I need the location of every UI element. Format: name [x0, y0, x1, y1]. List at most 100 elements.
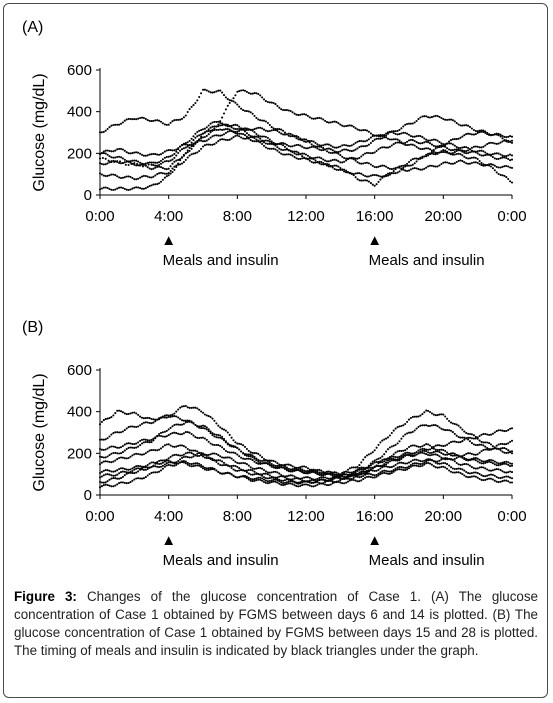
p1-series-1-point — [207, 440, 210, 443]
p0-series-0-point — [413, 139, 416, 143]
p0-series-0-point — [468, 151, 472, 154]
p0-series-3-point — [156, 165, 159, 168]
p0-series-4-point — [373, 184, 376, 187]
p1-series-0-point — [459, 426, 462, 429]
p1-series-3-point — [171, 454, 174, 457]
p1-series-8-point — [509, 476, 512, 479]
p1-series-7-point — [400, 457, 403, 460]
p1-series-3-point — [196, 454, 199, 458]
p1-series-7-point — [274, 466, 277, 470]
p0-series-2-point — [211, 121, 214, 124]
p0-series-2-point — [190, 137, 193, 140]
p0-series-6-point — [432, 165, 435, 168]
p0-series-0-point — [386, 146, 390, 149]
p0-series-4-point — [362, 179, 365, 182]
p1-series-8-point — [470, 472, 473, 475]
p0-series-1-point — [282, 129, 285, 132]
p1-series-5-point — [106, 455, 109, 458]
p1-series-0-point — [438, 413, 441, 416]
p1-series-4-point — [396, 468, 399, 471]
p1-series-2-point — [280, 479, 283, 482]
p1-series-8-point — [196, 452, 199, 455]
p1-series-4-point — [135, 477, 138, 480]
p0-series-2-point — [369, 132, 372, 135]
p1-series-4-point — [129, 481, 132, 484]
p1-series-5-point — [406, 451, 409, 454]
p0-series-1-point — [150, 120, 153, 123]
p1-series-4-point — [316, 483, 319, 486]
p1-series-7-point — [217, 436, 220, 439]
p1-series-7-point — [245, 454, 248, 457]
p1-series-3-point — [268, 474, 271, 477]
p0-series-4-point — [221, 128, 224, 131]
p1-series-8-point — [449, 466, 453, 469]
p1-series-0-point — [385, 437, 388, 440]
p1-series-6-point — [316, 480, 319, 483]
p0-series-1-point — [156, 119, 159, 122]
p1-series-7-point — [236, 446, 239, 449]
p0-series-2-point — [467, 149, 470, 152]
p1-series-7-point — [398, 459, 401, 462]
p1-series-0-point — [110, 416, 113, 419]
p0-series-0-point — [427, 141, 430, 144]
p1-series-5-point — [270, 462, 273, 466]
p1-series-4-point — [200, 464, 203, 467]
p0-series-6-point — [261, 127, 264, 130]
p1-series-5-point — [489, 433, 493, 436]
p1-series-5-point — [167, 428, 170, 431]
p0-series-6-point — [478, 162, 481, 166]
p0-series-4-point — [346, 171, 350, 174]
p1-series-4-point — [348, 479, 351, 482]
p0-series-3-point — [201, 132, 205, 135]
p1-series-3-point — [470, 466, 473, 469]
p0-series-4-point — [440, 150, 443, 153]
p1-series-7-point — [123, 429, 126, 432]
p1-series-7-point — [194, 423, 197, 426]
p1-series-6-point — [438, 459, 441, 462]
p0-series-2-point — [413, 144, 416, 147]
p1-series-0-point — [169, 414, 172, 417]
p1-series-4-point — [264, 481, 267, 484]
p1-series-6-point — [386, 470, 390, 473]
p1-series-6-point — [293, 481, 296, 484]
p1-series-4-point — [253, 479, 256, 482]
p1-series-6-point — [467, 458, 470, 461]
p1-series-1-point — [173, 431, 176, 434]
p1-series-7-point — [295, 469, 298, 472]
p1-series-0-point — [362, 458, 365, 461]
p0-series-3-point — [474, 133, 477, 136]
p0-series-1-point — [493, 152, 496, 155]
p0-series-2-point — [432, 150, 435, 153]
p1-series-6-point — [121, 467, 124, 470]
p0-series-4-point — [356, 178, 359, 181]
p1-series-1-point — [219, 444, 222, 447]
p1-series-7-point — [102, 438, 105, 441]
p0-series-1-point — [186, 110, 189, 114]
p1-series-6-point — [324, 478, 327, 482]
p0-series-5-point — [482, 129, 485, 132]
p0-series-5-point — [207, 143, 210, 146]
p1-series-7-point — [489, 448, 493, 451]
p0-series-6-point — [224, 131, 227, 134]
p0-series-1-point — [175, 118, 178, 121]
p0-series-5-point — [451, 119, 454, 122]
p0-series-1-point — [161, 122, 164, 125]
p1-series-4-point — [474, 475, 477, 478]
p0-series-3-point — [285, 147, 288, 150]
p1-series-4-point — [495, 480, 498, 483]
p1-series-7-point — [209, 432, 212, 435]
p0-series-5-point — [186, 156, 189, 159]
p1-series-6-point — [154, 461, 157, 464]
p0-series-6-point — [257, 126, 260, 129]
p0-series-5-point — [448, 118, 451, 121]
p1-series-2-point — [510, 464, 514, 467]
p1-series-0-point — [219, 426, 222, 429]
p1-series-6-point — [264, 479, 267, 482]
p0-series-2-point — [224, 108, 227, 111]
p1-series-4-point — [373, 476, 376, 479]
p1-series-6-point — [476, 457, 479, 460]
p1-series-6-point — [148, 462, 151, 465]
p1-series-6-point — [261, 477, 264, 480]
p1-series-0-point — [417, 415, 420, 418]
p1-series-6-point — [505, 460, 508, 463]
